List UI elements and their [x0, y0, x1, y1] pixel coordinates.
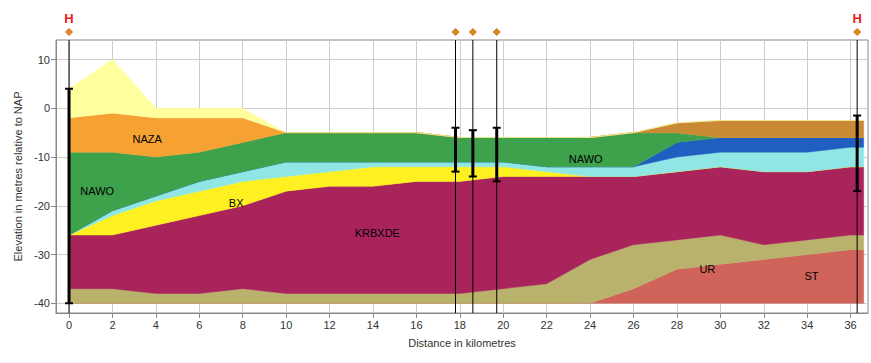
svg-text:Elevation in metres relative t: Elevation in metres relative to NAP [12, 92, 24, 262]
svg-text:14: 14 [367, 319, 379, 331]
svg-text:BX: BX [229, 197, 244, 209]
svg-text:20: 20 [497, 319, 509, 331]
svg-text:6: 6 [196, 319, 202, 331]
svg-text:KRBXDE: KRBXDE [355, 227, 400, 239]
svg-text:-10: -10 [34, 151, 50, 163]
svg-text:NAWO: NAWO [569, 153, 603, 165]
svg-text:18: 18 [454, 319, 466, 331]
svg-text:8: 8 [240, 319, 246, 331]
svg-text:-40: -40 [34, 297, 50, 309]
svg-text:2: 2 [109, 319, 115, 331]
svg-text:4: 4 [153, 319, 159, 331]
svg-text:ST: ST [805, 270, 819, 282]
svg-text:-20: -20 [34, 200, 50, 212]
svg-text:H: H [852, 11, 861, 26]
svg-text:34: 34 [801, 319, 813, 331]
svg-text:28: 28 [671, 319, 683, 331]
svg-text:-30: -30 [34, 249, 50, 261]
svg-text:UR: UR [699, 263, 715, 275]
svg-text:12: 12 [323, 319, 335, 331]
svg-text:36: 36 [845, 319, 857, 331]
svg-text:H: H [64, 11, 73, 26]
svg-text:26: 26 [627, 319, 639, 331]
svg-text:24: 24 [584, 319, 596, 331]
svg-text:10: 10 [280, 319, 292, 331]
svg-text:22: 22 [541, 319, 553, 331]
svg-text:NAZA: NAZA [133, 133, 163, 145]
svg-text:0: 0 [66, 319, 72, 331]
svg-text:NAWO: NAWO [80, 185, 114, 197]
svg-text:16: 16 [410, 319, 422, 331]
svg-text:10: 10 [38, 54, 50, 66]
svg-text:Distance in kilometres: Distance in kilometres [408, 337, 516, 349]
svg-text:0: 0 [44, 102, 50, 114]
svg-text:32: 32 [758, 319, 770, 331]
svg-text:30: 30 [714, 319, 726, 331]
